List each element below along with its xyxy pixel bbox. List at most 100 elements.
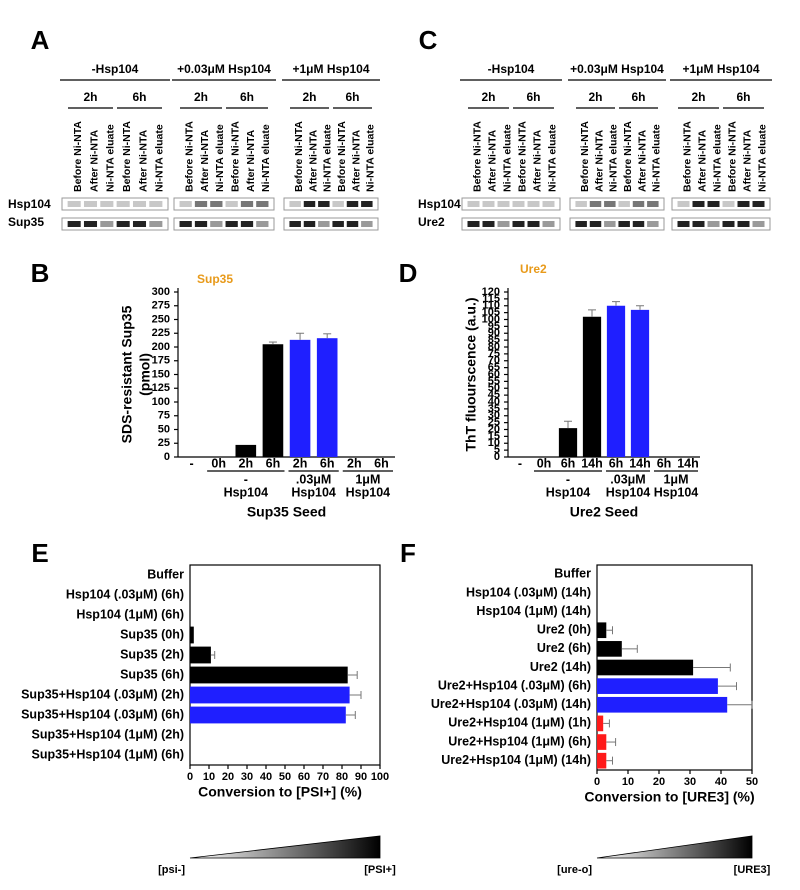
time-label: 6h <box>240 90 254 104</box>
gel-strip <box>173 217 275 231</box>
band <box>497 201 510 207</box>
y-tick-label: 25 <box>488 417 500 429</box>
band <box>707 201 720 207</box>
band <box>149 201 163 207</box>
x-axis-label: Ure2 Seed <box>570 504 638 520</box>
y-tick-label: Ure2 (6h) <box>537 641 591 655</box>
y-tick-label: 200 <box>152 341 170 353</box>
x-tick-label: 10 <box>203 771 215 783</box>
bar <box>190 686 350 704</box>
y-tick-label: 175 <box>152 355 170 367</box>
lane-label: Before Ni-NTA <box>516 121 528 192</box>
y-tick-label: Ure2 (0h) <box>537 623 591 637</box>
band <box>722 201 735 207</box>
band <box>692 221 705 227</box>
y-tick-label: 120 <box>482 286 500 298</box>
y-tick-label: Ure2+Hsp104 (1μM) (1h) <box>448 716 591 730</box>
band <box>632 201 645 207</box>
band <box>67 201 81 207</box>
y-tick-label: Ure2 (14h) <box>530 660 591 674</box>
x-axis-label: Conversion to [PSI+] (%) <box>198 784 362 800</box>
lane-label: After Ni-NTA <box>486 129 498 192</box>
band <box>737 201 750 207</box>
group-header: +1μM Hsp104 <box>682 62 759 76</box>
x-tick-label: 100 <box>371 771 389 783</box>
x-tick-label: 14h <box>581 456 603 470</box>
band <box>83 201 98 207</box>
bar <box>262 344 284 457</box>
x-tick-label: 14h <box>677 456 699 470</box>
gel-strip <box>283 217 379 231</box>
band <box>604 201 616 207</box>
bar <box>597 678 718 694</box>
band <box>225 201 238 207</box>
x-tick-label: 10 <box>622 776 634 788</box>
band <box>240 201 254 207</box>
band <box>303 201 316 207</box>
y-tick-label: 85 <box>488 334 500 346</box>
lane-label: Ni-NTA eluate <box>501 124 513 192</box>
x-tick-label: 6h <box>320 456 335 470</box>
y-tick-label: Ure2+Hsp104 (1μM) (6h) <box>448 734 591 748</box>
x-axis-label: Sup35 Seed <box>247 504 326 520</box>
x-tick-label: 0 <box>187 771 193 783</box>
band <box>318 221 330 227</box>
y-tick-label: 95 <box>488 320 500 332</box>
gel-strip <box>569 217 665 231</box>
error-bar <box>693 663 731 672</box>
y-tick-label: 70 <box>488 355 500 367</box>
time-label: 6h <box>526 90 540 104</box>
band <box>116 201 130 207</box>
lane-label: Before Ni-NTA <box>622 121 634 192</box>
band <box>303 221 316 227</box>
band <box>256 201 269 207</box>
band <box>752 221 765 227</box>
y-tick-label: 100 <box>152 396 170 408</box>
time-label: 2h <box>83 90 97 104</box>
band <box>289 221 301 227</box>
y-tick-label: 40 <box>488 396 500 408</box>
y-tick-label: Buffer <box>147 567 184 581</box>
group-header: +0.03μM Hsp104 <box>177 62 271 76</box>
band <box>542 201 555 207</box>
band <box>722 221 735 227</box>
x-tick-label: 50 <box>746 776 758 788</box>
group-label: Hsp104 <box>606 485 651 499</box>
gradient-label: [ure-o] <box>557 864 592 876</box>
band <box>318 201 330 207</box>
y-tick-label: 60 <box>488 368 500 380</box>
gradient-wedge <box>596 835 753 859</box>
band <box>527 221 540 227</box>
error-bar <box>606 756 613 765</box>
band <box>647 201 659 207</box>
gradient-label: [PSI+] <box>364 864 396 876</box>
bar <box>558 428 578 457</box>
band <box>132 221 147 227</box>
x-tick-label: 50 <box>279 771 291 783</box>
y-tick-label: 275 <box>152 300 170 312</box>
y-tick-label: Sup35+Hsp104 (.03μM) (6h) <box>21 707 184 721</box>
error-bar <box>606 626 613 635</box>
lane-label: Ni-NTA eluate <box>322 124 334 192</box>
y-tick-label: 125 <box>152 382 170 394</box>
y-tick-label: 50 <box>158 423 170 435</box>
band <box>194 201 208 207</box>
band <box>240 221 254 227</box>
band <box>83 221 98 227</box>
error-bar <box>603 719 610 728</box>
y-tick-label: Sup35+Hsp104 (1μM) (6h) <box>32 747 184 761</box>
time-label: 6h <box>345 90 359 104</box>
band <box>289 201 301 207</box>
bar <box>597 715 604 732</box>
lane-label: Before Ni-NTA <box>293 121 305 192</box>
error-bar <box>347 671 358 679</box>
error-bar <box>564 420 572 429</box>
y-tick-label: 65 <box>488 362 500 374</box>
gradient-label: [URE3] <box>734 864 771 876</box>
bar <box>597 659 694 676</box>
y-tick-label: 225 <box>152 327 170 339</box>
panel-letter: E <box>31 538 48 568</box>
x-tick-label: 0h <box>537 456 552 470</box>
bar <box>597 641 622 657</box>
group-label: 1μM <box>355 472 380 486</box>
